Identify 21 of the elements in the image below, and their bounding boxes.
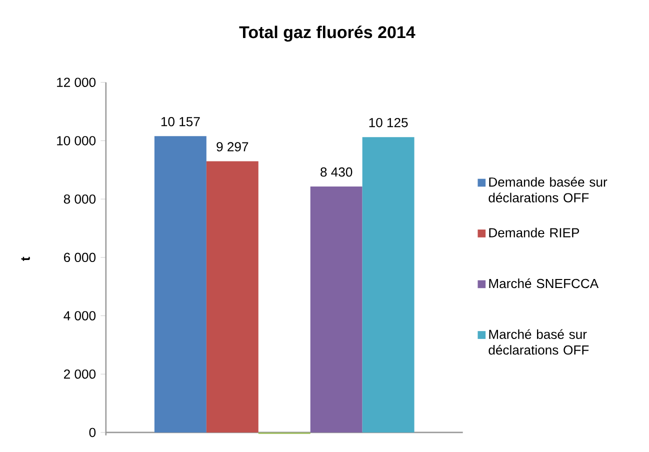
y-tick-label: 10 000 — [57, 136, 96, 146]
legend-label: Marché SNEFCCA — [489, 278, 599, 288]
y-tick-label: 2 000 — [64, 369, 96, 379]
chart-title: Total gaz fluorés 2014 — [239, 26, 416, 42]
bar — [154, 136, 206, 432]
y-tick-label: 6 000 — [64, 252, 96, 262]
y-tick-label: 8 000 — [64, 194, 96, 204]
legend-label: Marché basé sur déclarations OFF — [488, 329, 589, 355]
y-axis-title: t — [21, 256, 30, 261]
data-label: 9 297 — [216, 142, 248, 152]
data-label: 10 125 — [369, 118, 408, 128]
y-tick-label: 12 000 — [57, 78, 96, 87]
y-tick-label: 0 — [89, 428, 96, 438]
bar — [310, 186, 362, 432]
bar — [206, 161, 258, 432]
y-tick-label: 4 000 — [64, 311, 96, 320]
bar — [362, 137, 414, 432]
data-label: 8 430 — [320, 167, 352, 177]
legend-label: Demande basée sur déclarations OFF — [488, 176, 608, 202]
data-label: 10 157 — [161, 117, 200, 126]
legend-label: Demande RIEP — [489, 228, 580, 238]
